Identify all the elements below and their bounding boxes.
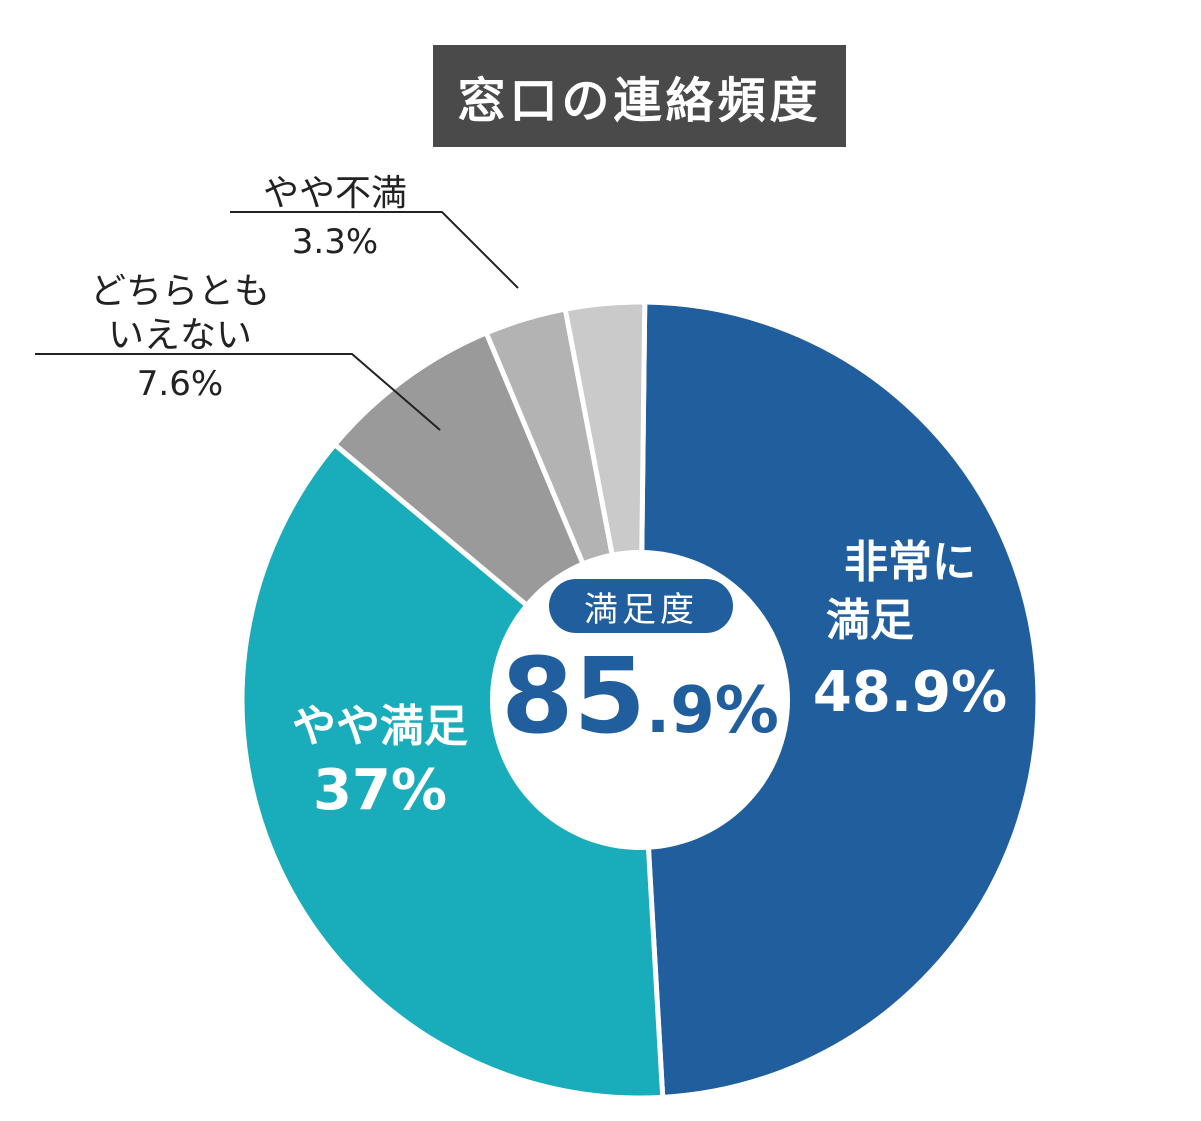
leader-line-yaya-fuman (230, 211, 519, 289)
slice-value-hijou: 48.9% (812, 660, 1008, 725)
slice-label-yaya-manzoku: やや満足 (292, 701, 468, 752)
satisfaction-total-main: 85 (501, 635, 646, 757)
slice-label-hijou-line2: 満足 (826, 595, 914, 646)
chart-title: 窓口の連絡頻度 (433, 45, 846, 147)
satisfaction-total-decimal: .9% (645, 674, 779, 748)
pie-slice-0 (637, 299, 1041, 1100)
slice-value-dochira: 7.6% (136, 364, 224, 404)
slice-value-yaya-fuman: 3.3% (291, 222, 379, 262)
leader-lines (35, 211, 519, 431)
slice-label-yaya-fuman: やや不満 (262, 173, 407, 214)
leader-line-dochira (35, 353, 441, 431)
pie-slice-1 (239, 442, 666, 1101)
slice-value-yaya-manzoku: 37% (312, 758, 448, 823)
satisfaction-total: 85.9% (490, 635, 790, 757)
slice-label-hijou-line1: 非常に (844, 537, 976, 588)
slice-label-dochira-line1: どちらとも (89, 271, 270, 312)
satisfaction-badge: 満足度 (549, 579, 733, 633)
slice-label-dochira-line2: いえない (107, 315, 252, 356)
